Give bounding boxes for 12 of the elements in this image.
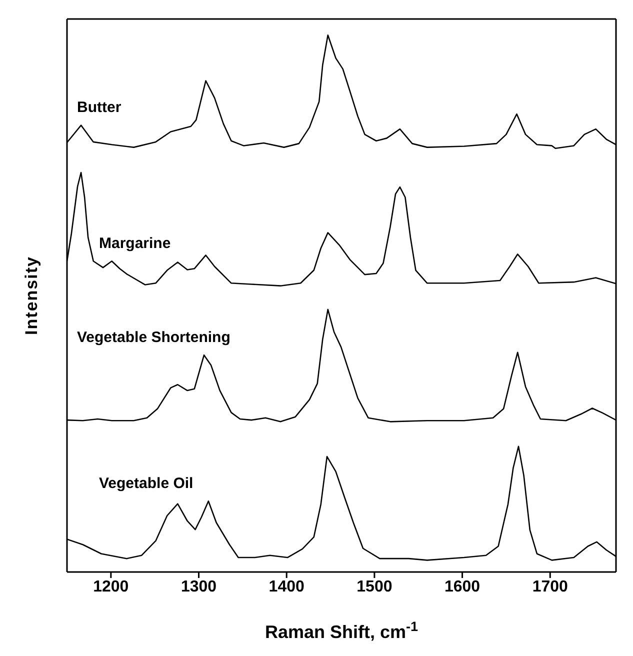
x-tick-label: 1500 xyxy=(356,578,392,596)
x-tick-label: 1400 xyxy=(268,578,304,596)
x-tick-label: 1200 xyxy=(93,578,129,596)
series-label: Vegetable Oil xyxy=(99,475,194,492)
x-tick-label: 1600 xyxy=(444,578,480,596)
y-axis-title: Intensity xyxy=(22,256,42,335)
x-tick-label: 1700 xyxy=(532,578,568,596)
series-label: Margarine xyxy=(99,235,171,252)
series-label: Vegetable Shortening xyxy=(77,329,230,346)
x-tick-label: 1300 xyxy=(180,578,217,596)
x-axis-title: Raman Shift, cm$^{-1}$ xyxy=(264,618,419,642)
series-label: Butter xyxy=(77,99,122,116)
